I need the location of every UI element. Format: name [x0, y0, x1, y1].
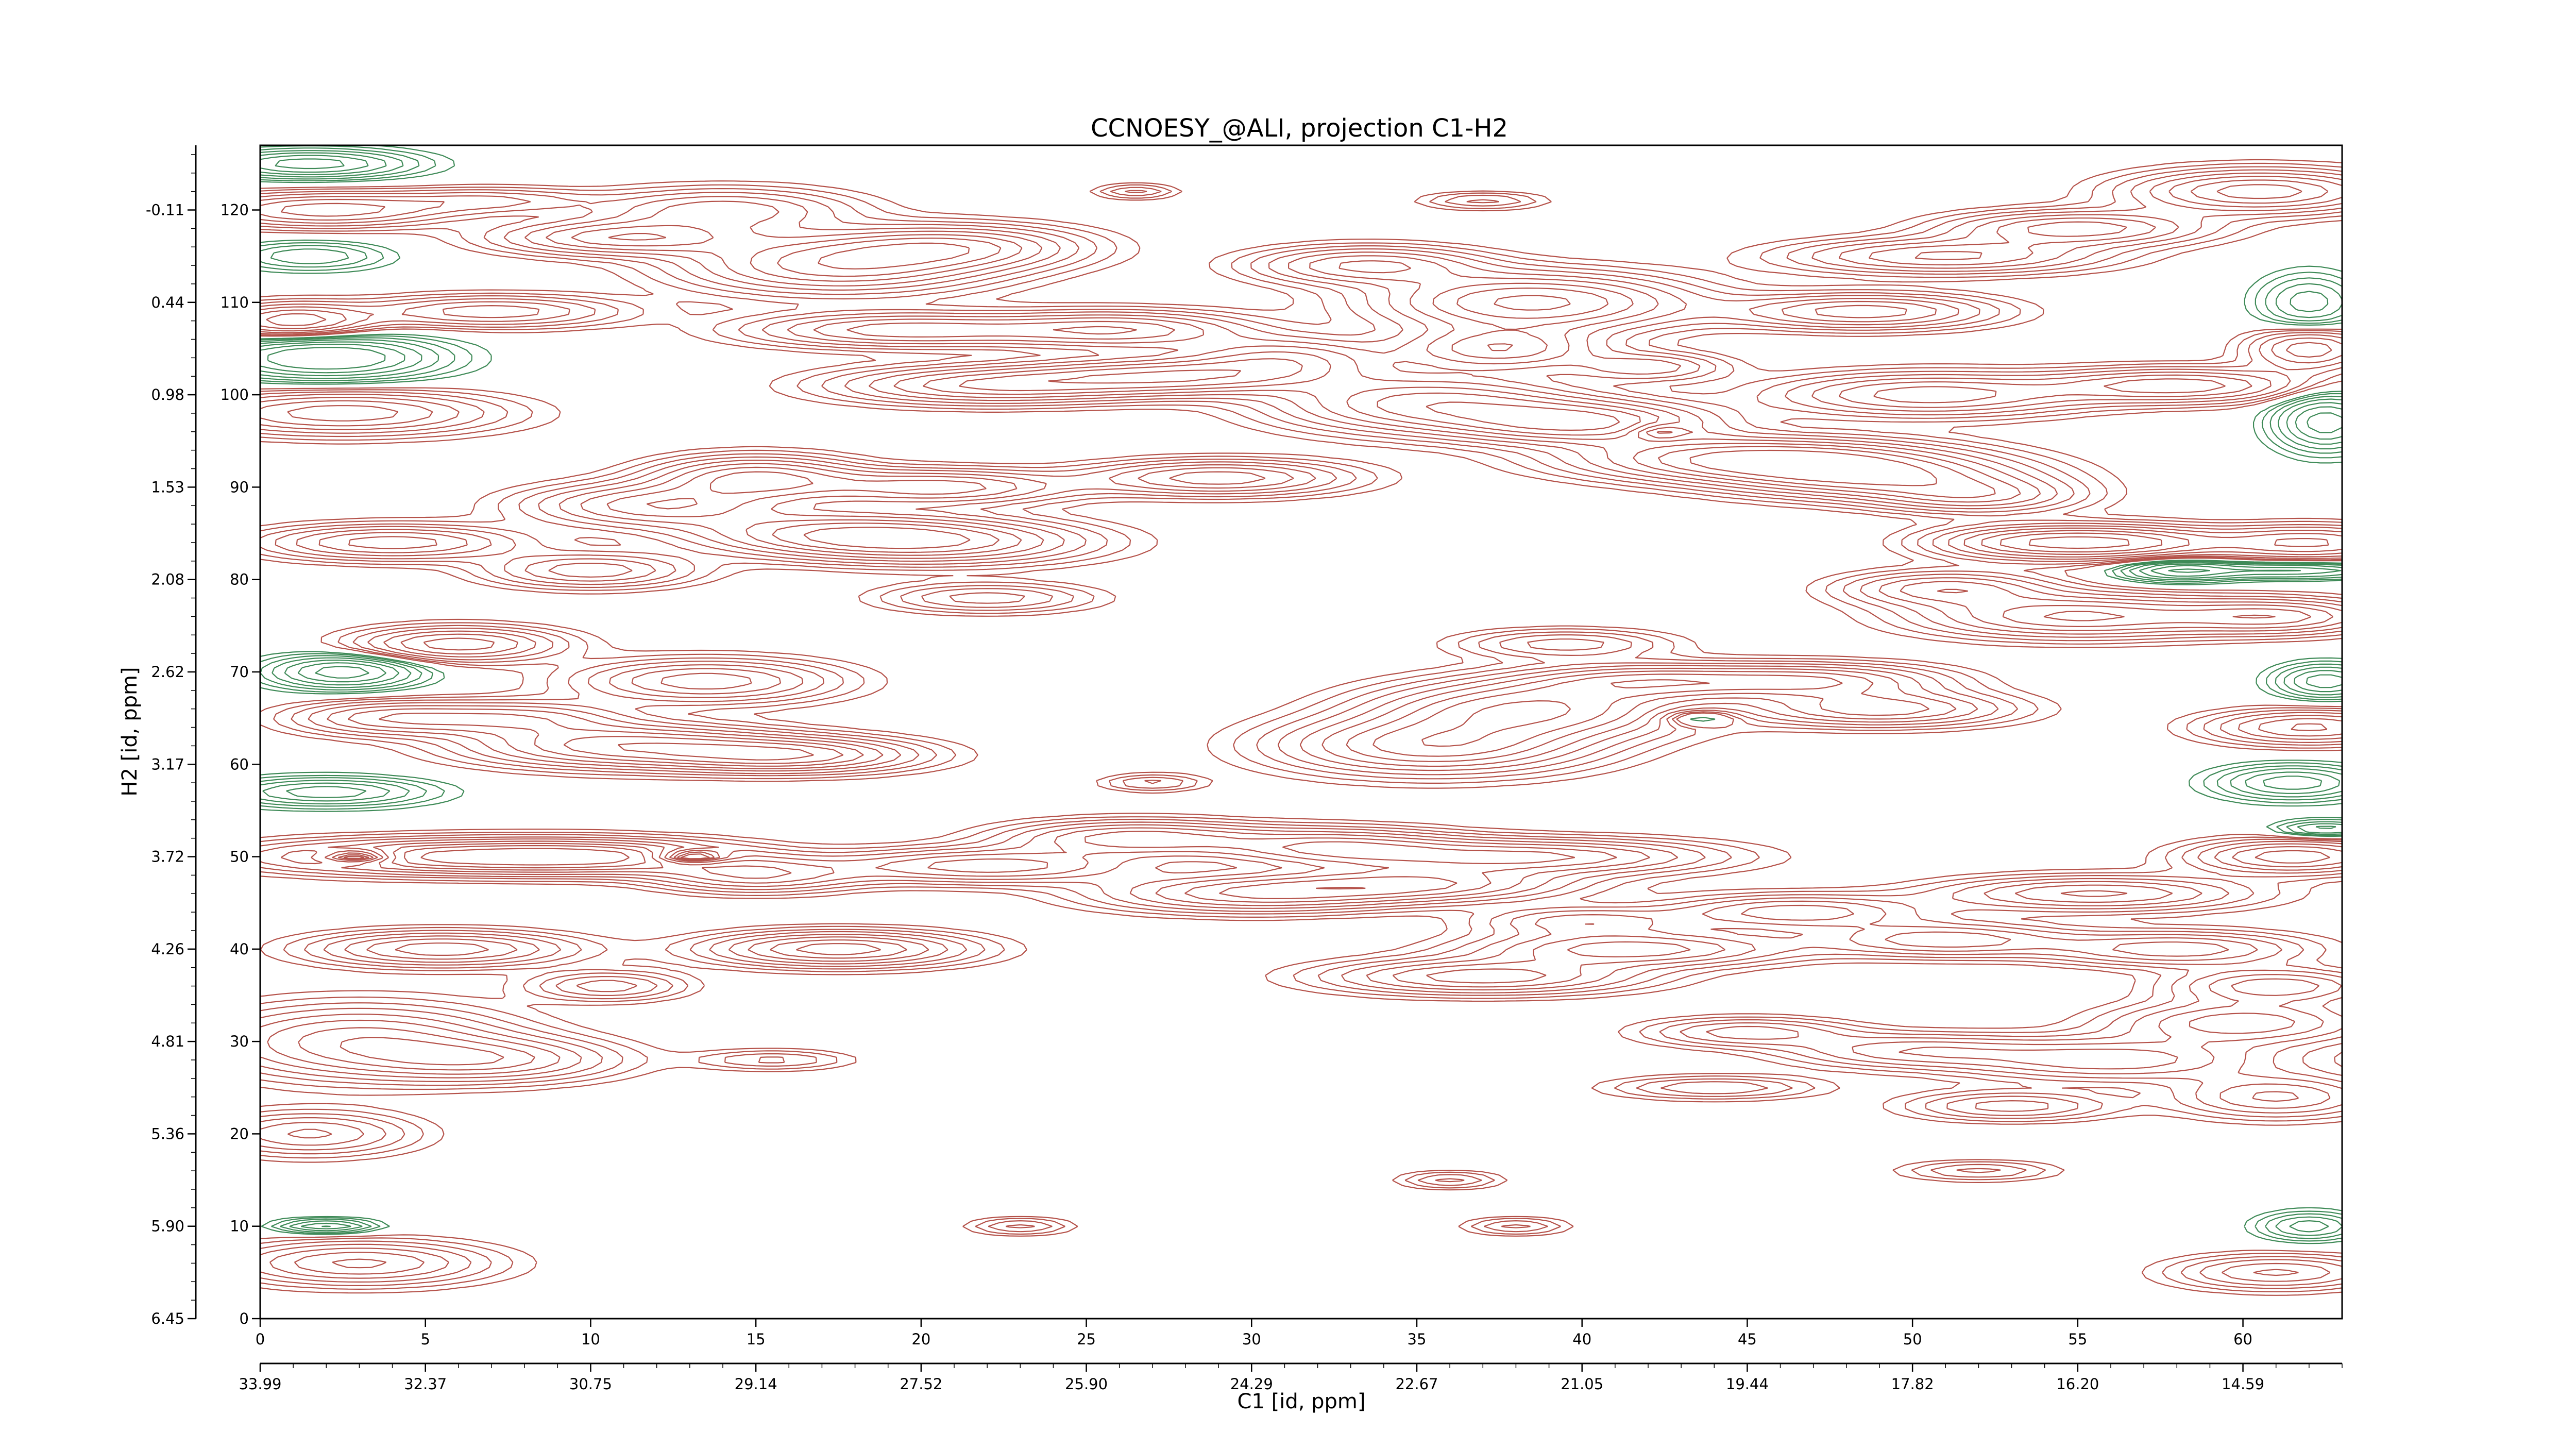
- y-index-tick-label: 80: [230, 571, 249, 588]
- positive-contour-level-9: [420, 242, 2130, 890]
- x-index-tick-label: 50: [1903, 1330, 1922, 1348]
- x-ppm-tick-label: 16.20: [2056, 1375, 2099, 1393]
- positive-contour-level-6: [260, 176, 2343, 1276]
- y-index-tick-label: 90: [230, 478, 249, 496]
- x-index-tick-label: 15: [747, 1330, 766, 1348]
- x-ppm-tick-label: 29.14: [735, 1375, 777, 1393]
- x-axis-label: C1 [id, ppm]: [1238, 1390, 1366, 1413]
- x-ppm-tick-label: 24.29: [1230, 1375, 1273, 1393]
- x-index-tick-label: 20: [911, 1330, 930, 1348]
- negative-contour-level-5: [260, 152, 2343, 1233]
- x-index-tick-label: 25: [1077, 1330, 1096, 1348]
- x-index-axis: 0 5 10 15 20 25 30 35 40 45 50 55 60: [256, 1319, 2252, 1348]
- y-index-tick-label: 100: [221, 386, 249, 403]
- x-index-tick-label: 60: [2233, 1330, 2252, 1348]
- y-index-tick-label: 0: [240, 1310, 249, 1327]
- positive-contour-level-5: [260, 172, 2343, 1282]
- x-index-tick-label: 55: [2068, 1330, 2087, 1348]
- positive-contour-level-8: [340, 184, 2302, 1066]
- x-ppm-tick-label: 17.82: [1891, 1375, 1934, 1393]
- negative-contour-level-1: [260, 144, 2343, 1244]
- positive-contour-level-1: [260, 159, 2343, 1296]
- x-ppm-tick-label: 32.37: [404, 1375, 447, 1393]
- negative-contour-level-2: [260, 145, 2343, 1242]
- x-index-tick-label: 0: [256, 1330, 265, 1348]
- y-index-tick-label: 70: [230, 663, 249, 681]
- x-index-tick-label: 5: [420, 1330, 430, 1348]
- y-ppm-tick-label: 4.26: [151, 940, 184, 958]
- positive-contour-level-7: [266, 179, 2330, 1269]
- y-ppm-tick-label: 3.17: [151, 755, 184, 773]
- y-index-tick-label: 50: [230, 848, 249, 866]
- x-ppm-tick-label: 30.75: [569, 1375, 612, 1393]
- y-ppm-axis: 6.45 5.90 5.36 4.81 4.26 3.72 3.17 2.62 2.08 1.53…: [146, 154, 196, 1327]
- y-ppm-tick-label: 3.72: [151, 848, 184, 866]
- chart-title: CCNOESY_@ALI, projection C1-H2: [1091, 114, 1508, 143]
- y-index-tick-label: 10: [230, 1218, 249, 1235]
- negative-contour-level-4: [260, 150, 2343, 1236]
- y-index-tick-label: 40: [230, 940, 249, 958]
- x-ppm-tick-label: 27.52: [900, 1375, 942, 1393]
- x-index-tick-label: 45: [1738, 1330, 1757, 1348]
- positive-contour-level-2: [260, 162, 2343, 1292]
- x-ppm-tick-label: 19.44: [1726, 1375, 1769, 1393]
- y-ppm-tick-label: 1.53: [151, 478, 184, 496]
- x-index-tick-label: 40: [1572, 1330, 1591, 1348]
- x-index-tick-label: 10: [581, 1330, 600, 1348]
- y-index-tick-label: 60: [230, 755, 249, 773]
- y-ppm-tick-label: 4.81: [151, 1033, 184, 1050]
- y-index-tick-label: 20: [230, 1125, 249, 1142]
- positive-contour-level-4: [260, 169, 2343, 1286]
- x-ppm-tick-label: 22.67: [1395, 1375, 1438, 1393]
- y-ppm-tick-label: 2.08: [151, 571, 184, 588]
- positive-contour-level-3: [260, 166, 2343, 1289]
- x-index-tick-label: 30: [1242, 1330, 1261, 1348]
- y-ppm-tick-label: 0.98: [151, 386, 184, 403]
- negative-contour-level-3: [260, 147, 2343, 1239]
- x-ppm-tick-label: 21.05: [1561, 1375, 1603, 1393]
- y-ppm-tick-label: 2.62: [151, 663, 184, 681]
- y-ppm-tick-label: 5.90: [151, 1218, 184, 1235]
- y-index-axis: 0 10 20 30 40 50 60 70 80 90 100 110 120: [221, 201, 260, 1327]
- y-ppm-tick-label: 5.36: [151, 1125, 184, 1142]
- y-ppm-tick-label: 6.45: [151, 1310, 184, 1327]
- x-ppm-tick-label: 14.59: [2222, 1375, 2264, 1393]
- x-ppm-tick-label: 33.99: [239, 1375, 281, 1393]
- negative-contour-level-7: [267, 158, 2343, 679]
- y-index-tick-label: 110: [221, 294, 249, 311]
- y-ppm-tick-label: -0.11: [146, 201, 184, 219]
- x-ppm-axis: 33.99 32.37 30.75 29.14 27.52 25.90 24.29 22.67…: [239, 1363, 2343, 1393]
- y-index-tick-label: 120: [221, 201, 249, 219]
- plot-frame: [259, 144, 2343, 1320]
- x-ppm-tick-label: 25.90: [1065, 1375, 1108, 1393]
- contour-layer: [260, 144, 2343, 1296]
- x-index-tick-label: 35: [1408, 1330, 1427, 1348]
- y-index-tick-label: 30: [230, 1033, 249, 1050]
- negative-contour-level-6: [260, 155, 2343, 1227]
- y-axis-label: H2 [id, ppm]: [118, 667, 142, 796]
- y-ppm-tick-label: 0.44: [151, 294, 184, 311]
